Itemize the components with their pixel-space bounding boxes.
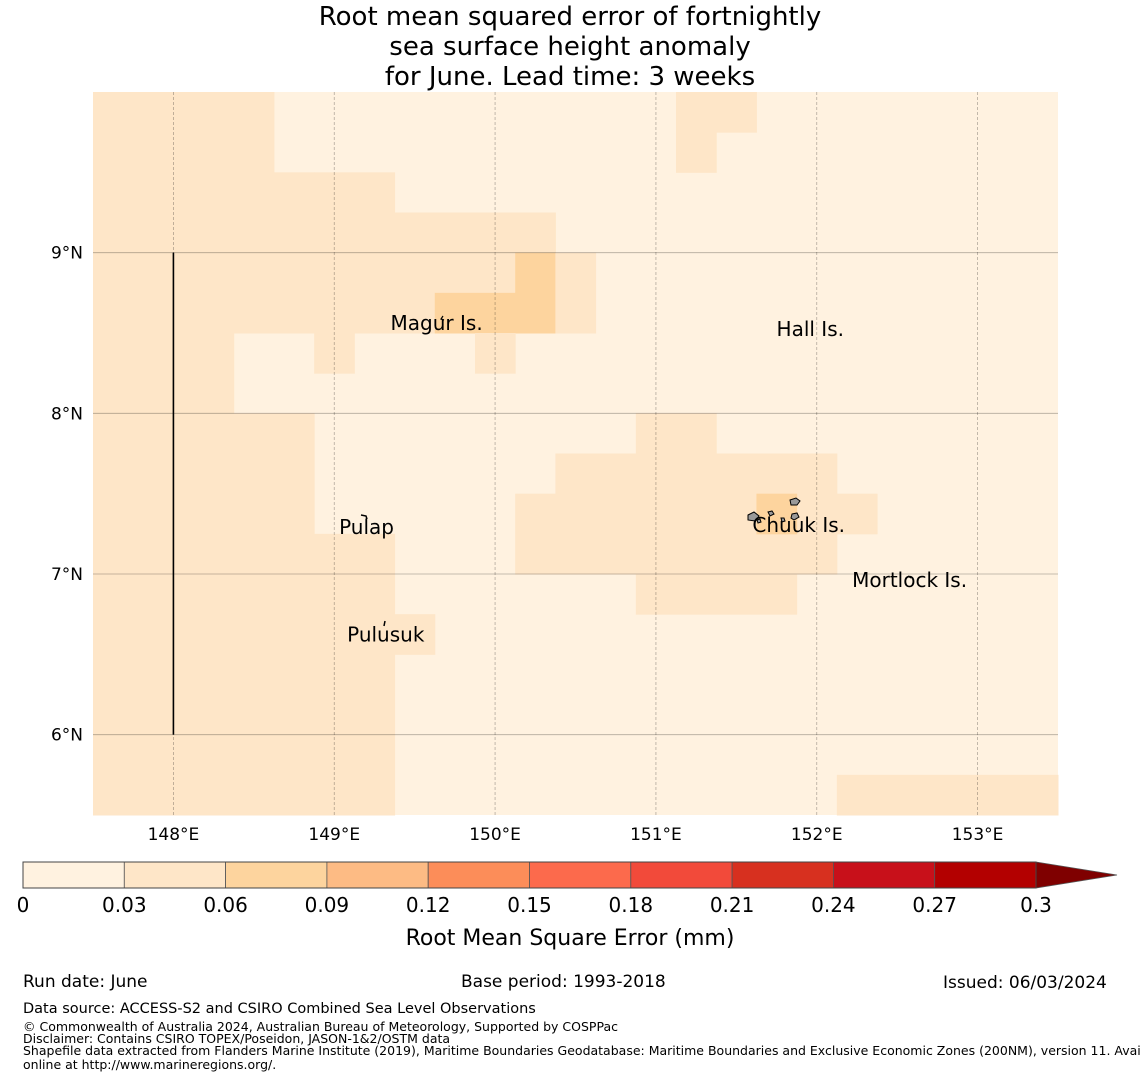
lat-tick-label: 8°N xyxy=(51,404,83,424)
field-cell xyxy=(836,493,878,535)
colorbar-label: Root Mean Square Error (mm) xyxy=(406,926,735,951)
field-cell xyxy=(836,774,1059,816)
colorbar-tick-label: 0.27 xyxy=(912,893,957,917)
lon-tick-label: 150°E xyxy=(469,825,521,845)
colorbar-segment xyxy=(529,861,632,889)
field-cell xyxy=(314,172,396,213)
map-title-line3: for June. Lead time: 3 weeks xyxy=(384,62,756,92)
copyright: © Commonwealth of Australia 2024, Austra… xyxy=(23,1019,618,1034)
colorbar-segment xyxy=(833,861,936,889)
field-cell xyxy=(314,333,355,374)
map-figure: Magur Is. Hall Is. Pulap Chuuk Is. Mortlock … xyxy=(17,92,1118,951)
colorbar-tick-label: 0.06 xyxy=(203,893,248,917)
colorbar-tick-label: 0.09 xyxy=(305,893,350,917)
place-label: Magur Is. xyxy=(391,311,483,335)
shapefile-credit-line1: Shapefile data extracted from Flanders M… xyxy=(23,1043,1140,1058)
colorbar-tick-label: 0.12 xyxy=(406,893,451,917)
lon-tick-label: 152°E xyxy=(791,825,843,845)
shapefile-credit-line2: online at http://www.marineregions.org/. xyxy=(23,1057,277,1072)
disclaimer: Disclaimer: Contains CSIRO TOPEX/Poseido… xyxy=(23,1031,451,1046)
field-cell xyxy=(93,333,235,414)
place-labels: Magur Is. Hall Is. Pulap Chuuk Is. Mortlock … xyxy=(339,311,967,647)
data-source: Data source: ACCESS-S2 and CSIRO Combine… xyxy=(23,1001,536,1017)
colorbar-segment xyxy=(225,861,328,889)
place-label: Chuuk Is. xyxy=(752,513,845,537)
place-label: Pulusuk xyxy=(347,622,425,646)
colorbar-tick-label: 0.03 xyxy=(102,893,147,917)
base-period: Base period: 1993-2018 xyxy=(461,972,666,992)
colorbar-tick-label: 0.24 xyxy=(811,893,856,917)
colorbar-segment xyxy=(427,861,530,889)
field-cell xyxy=(93,413,315,535)
colorbar-frame xyxy=(22,861,1037,889)
field-cell xyxy=(716,92,757,133)
island-shape-magur xyxy=(440,315,445,321)
colorbar-extend-arrow xyxy=(1035,861,1118,889)
field-cell xyxy=(93,92,275,173)
colorbar-tick-label: 0 xyxy=(17,893,30,917)
colorbar-segment xyxy=(934,861,1037,889)
lon-tick-label: 153°E xyxy=(952,825,1004,845)
lat-tick-label: 9°N xyxy=(51,244,83,264)
field-cell xyxy=(676,92,717,173)
colorbar-segment xyxy=(326,861,429,889)
island-shape-chuuk xyxy=(756,518,762,524)
field-cell xyxy=(555,453,838,495)
island-shape-chuuk xyxy=(747,511,760,522)
rmse-field xyxy=(93,92,1059,816)
island-shape-chuuk xyxy=(790,512,800,521)
field-cell xyxy=(635,413,717,454)
colorbar: 0 0.03 0.06 0.09 0.12 0.15 0.18 0.21 0.24 0.27 0.3 xyxy=(17,861,1118,917)
field-cell xyxy=(515,252,556,334)
colorbar-segment xyxy=(22,861,125,889)
island-shape-pulusuk xyxy=(383,620,386,627)
islands xyxy=(360,315,912,627)
map-title-line2: sea surface height anomaly xyxy=(389,32,751,62)
lat-tick-label: 7°N xyxy=(51,565,83,585)
island-shape-pulap xyxy=(360,514,368,520)
colorbar-tick-label: 0.18 xyxy=(609,893,654,917)
colorbar-tick-label: 0.3 xyxy=(1020,893,1052,917)
colorbar-tick-label: 0.15 xyxy=(507,893,552,917)
colorbar-segment xyxy=(731,861,834,889)
field-cell xyxy=(434,292,516,334)
place-label: Pulap xyxy=(339,515,394,539)
field-cell xyxy=(555,252,597,334)
place-label: Hall Is. xyxy=(777,317,844,341)
lat-tick-label: 6°N xyxy=(51,726,83,746)
island-shape-mortlock xyxy=(907,575,912,579)
colorbar-tick-label: 0.21 xyxy=(710,893,755,917)
axis-ticks: 148°E 149°E 150°E 151°E 152°E 153°E 9°N 8°N 7°N 6… xyxy=(51,244,1003,845)
lon-tick-label: 149°E xyxy=(308,825,360,845)
colorbar-segment xyxy=(123,861,227,889)
run-date: Run date: June xyxy=(23,972,148,992)
field-cell xyxy=(314,212,556,254)
island-shape-chuuk xyxy=(780,517,786,523)
field-cell xyxy=(474,333,516,374)
field-cell xyxy=(93,172,315,254)
colorbar-segment xyxy=(630,861,733,889)
lon-tick-label: 151°E xyxy=(630,825,682,845)
field-cell xyxy=(635,574,798,615)
map-title: Root mean squared error of fortnightly s… xyxy=(0,2,1140,92)
island-shape-chuuk xyxy=(789,497,801,506)
lon-tick-label: 148°E xyxy=(148,825,200,845)
field-cell xyxy=(93,533,396,816)
map-title-line1: Root mean squared error of fortnightly xyxy=(318,2,822,32)
issued-date: Issued: 06/03/2024 xyxy=(943,973,1107,993)
island-shape-chuuk xyxy=(767,510,775,517)
place-label: Mortlock Is. xyxy=(852,568,967,592)
field-cell xyxy=(394,614,436,655)
